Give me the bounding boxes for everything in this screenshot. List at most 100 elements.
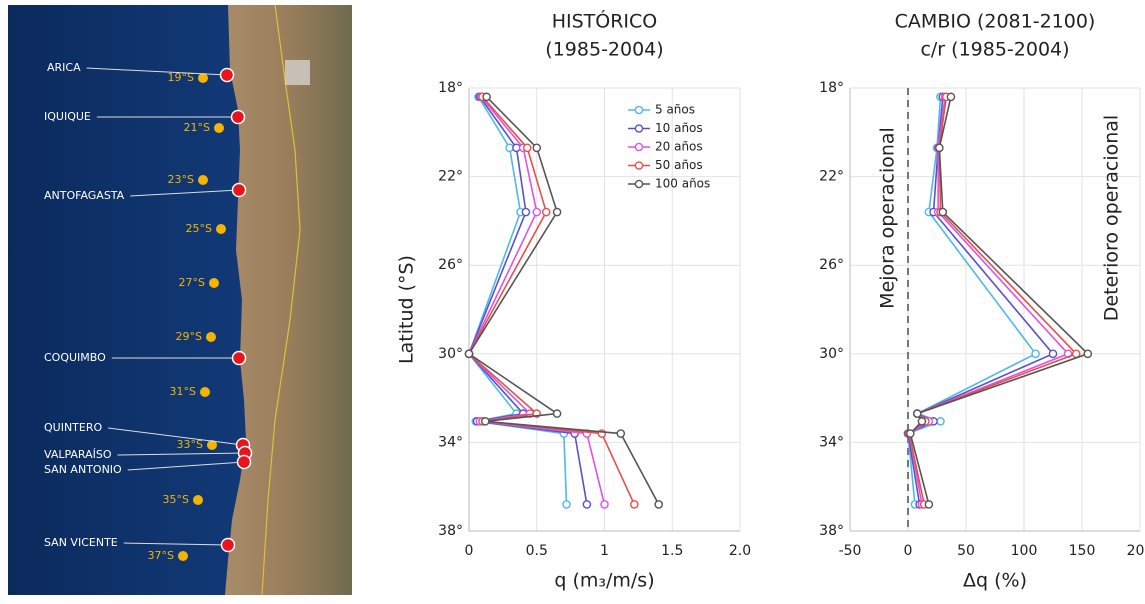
port-dot bbox=[219, 67, 235, 83]
y-tick-label: 38° bbox=[819, 523, 844, 539]
data-point bbox=[946, 92, 956, 102]
x-tick-label: 200 bbox=[1127, 543, 1145, 559]
y-tick-label: 22° bbox=[819, 169, 844, 185]
lat-label: 35°S bbox=[163, 493, 189, 506]
lat-label: 21°S bbox=[184, 121, 210, 134]
data-point bbox=[1031, 349, 1040, 359]
data-point bbox=[562, 500, 571, 509]
x-tick-label: 2.0 bbox=[729, 543, 751, 559]
y-tick-label: 34° bbox=[438, 434, 463, 450]
data-point bbox=[521, 207, 531, 217]
port-label: QUINTERO bbox=[44, 421, 102, 434]
data-point bbox=[924, 500, 934, 509]
data-point bbox=[936, 417, 945, 426]
x-tick-label: 1.5 bbox=[661, 543, 683, 559]
data-point bbox=[480, 417, 490, 426]
border bbox=[261, 4, 301, 596]
annotation: Mejora operacional bbox=[877, 127, 899, 309]
port-dot bbox=[220, 537, 236, 553]
port-dot bbox=[230, 109, 246, 125]
lat-dot bbox=[214, 123, 224, 133]
data-point bbox=[630, 500, 639, 509]
lat-dot bbox=[209, 278, 219, 288]
x-tick-label: 50 bbox=[957, 543, 975, 559]
y-tick-label: 22° bbox=[438, 169, 463, 185]
data-point bbox=[654, 500, 664, 509]
x-tick-label: 1 bbox=[600, 543, 609, 559]
lat-dot bbox=[207, 440, 217, 450]
port-dot bbox=[231, 350, 247, 366]
data-point bbox=[935, 143, 944, 153]
data-point bbox=[552, 409, 562, 418]
x-tick-label: 0 bbox=[465, 543, 474, 559]
port-leader bbox=[86, 67, 228, 76]
x-tick-label: 0.5 bbox=[526, 543, 548, 559]
data-point bbox=[464, 349, 474, 359]
port-label: ARICA bbox=[47, 61, 81, 74]
series-line bbox=[908, 96, 1078, 505]
y-tick-label: 38° bbox=[438, 523, 463, 539]
y-tick-label: 26° bbox=[438, 257, 463, 273]
x-tick-label: -50 bbox=[839, 543, 862, 559]
data-point bbox=[541, 207, 551, 217]
port-leader bbox=[108, 427, 244, 446]
y-tick-label: 26° bbox=[819, 257, 844, 273]
y-tick-label: 34° bbox=[819, 434, 844, 450]
data-point bbox=[600, 500, 609, 509]
lat-label: 27°S bbox=[179, 276, 205, 289]
legend-marker bbox=[634, 124, 644, 133]
chart: HISTÓRICO (1985-2004) 0 0.5 1 1.5 2.0 18° 22° 26°… bbox=[396, 9, 752, 592]
lat-label: 31°S bbox=[170, 385, 196, 398]
chart-title: HISTÓRICO bbox=[552, 9, 658, 33]
data-point bbox=[616, 429, 626, 438]
data-point bbox=[1048, 349, 1058, 359]
port-leader bbox=[123, 542, 229, 546]
lat-label: 23°S bbox=[168, 173, 194, 186]
y-tick-label: 18° bbox=[819, 80, 844, 96]
legend-label: 100 años bbox=[655, 177, 710, 191]
data-point bbox=[917, 417, 927, 426]
lat-dot bbox=[200, 387, 210, 397]
lat-dot bbox=[193, 495, 203, 505]
lat-dot bbox=[198, 73, 208, 83]
port-label: SAN ANTONIO bbox=[44, 463, 122, 476]
data-point bbox=[552, 207, 562, 217]
legend-marker bbox=[634, 105, 644, 115]
y-tick-label: 30° bbox=[438, 346, 463, 362]
port-leader bbox=[130, 189, 240, 197]
x-tick-label: 150 bbox=[1069, 543, 1096, 559]
data-point bbox=[532, 207, 542, 217]
data-point bbox=[1083, 349, 1093, 359]
port-label: COQUIMBO bbox=[44, 351, 106, 364]
series-line bbox=[907, 96, 1055, 505]
data-point bbox=[522, 143, 532, 153]
series-line bbox=[907, 96, 1037, 505]
lat-label: 29°S bbox=[176, 330, 202, 343]
land bbox=[225, 5, 352, 595]
series-line bbox=[908, 96, 1070, 505]
y-tick-label: 18° bbox=[438, 80, 463, 96]
x-axis-label: Δq (%) bbox=[963, 570, 1027, 592]
port-dot bbox=[231, 182, 247, 198]
data-point bbox=[912, 409, 922, 418]
data-point bbox=[906, 429, 915, 438]
data-point bbox=[582, 500, 592, 509]
series-line bbox=[468, 96, 606, 505]
lat-label: 37°S bbox=[148, 549, 174, 562]
legend-label: 20 años bbox=[655, 140, 703, 154]
port-label: ANTOFAGASTA bbox=[44, 189, 125, 202]
lat-dot bbox=[198, 175, 208, 185]
y-axis-label: Latitud (°S) bbox=[396, 255, 418, 364]
port-label: IQUIQUE bbox=[44, 110, 91, 123]
data-point bbox=[938, 207, 948, 217]
port-label: VALPARAÍSO bbox=[44, 448, 112, 461]
port-leader bbox=[127, 461, 245, 471]
x-tick-label: 0 bbox=[904, 543, 913, 559]
lat-label: 33°S bbox=[177, 438, 203, 451]
legend-label: 10 años bbox=[655, 121, 703, 135]
x-axis-label: q (m₃/m/s) bbox=[554, 570, 654, 592]
chart-title: CAMBIO (2081-2100) bbox=[895, 11, 1096, 33]
legend-marker bbox=[634, 142, 644, 152]
chart-subtitle: c/r (1985-2004) bbox=[920, 39, 1069, 61]
